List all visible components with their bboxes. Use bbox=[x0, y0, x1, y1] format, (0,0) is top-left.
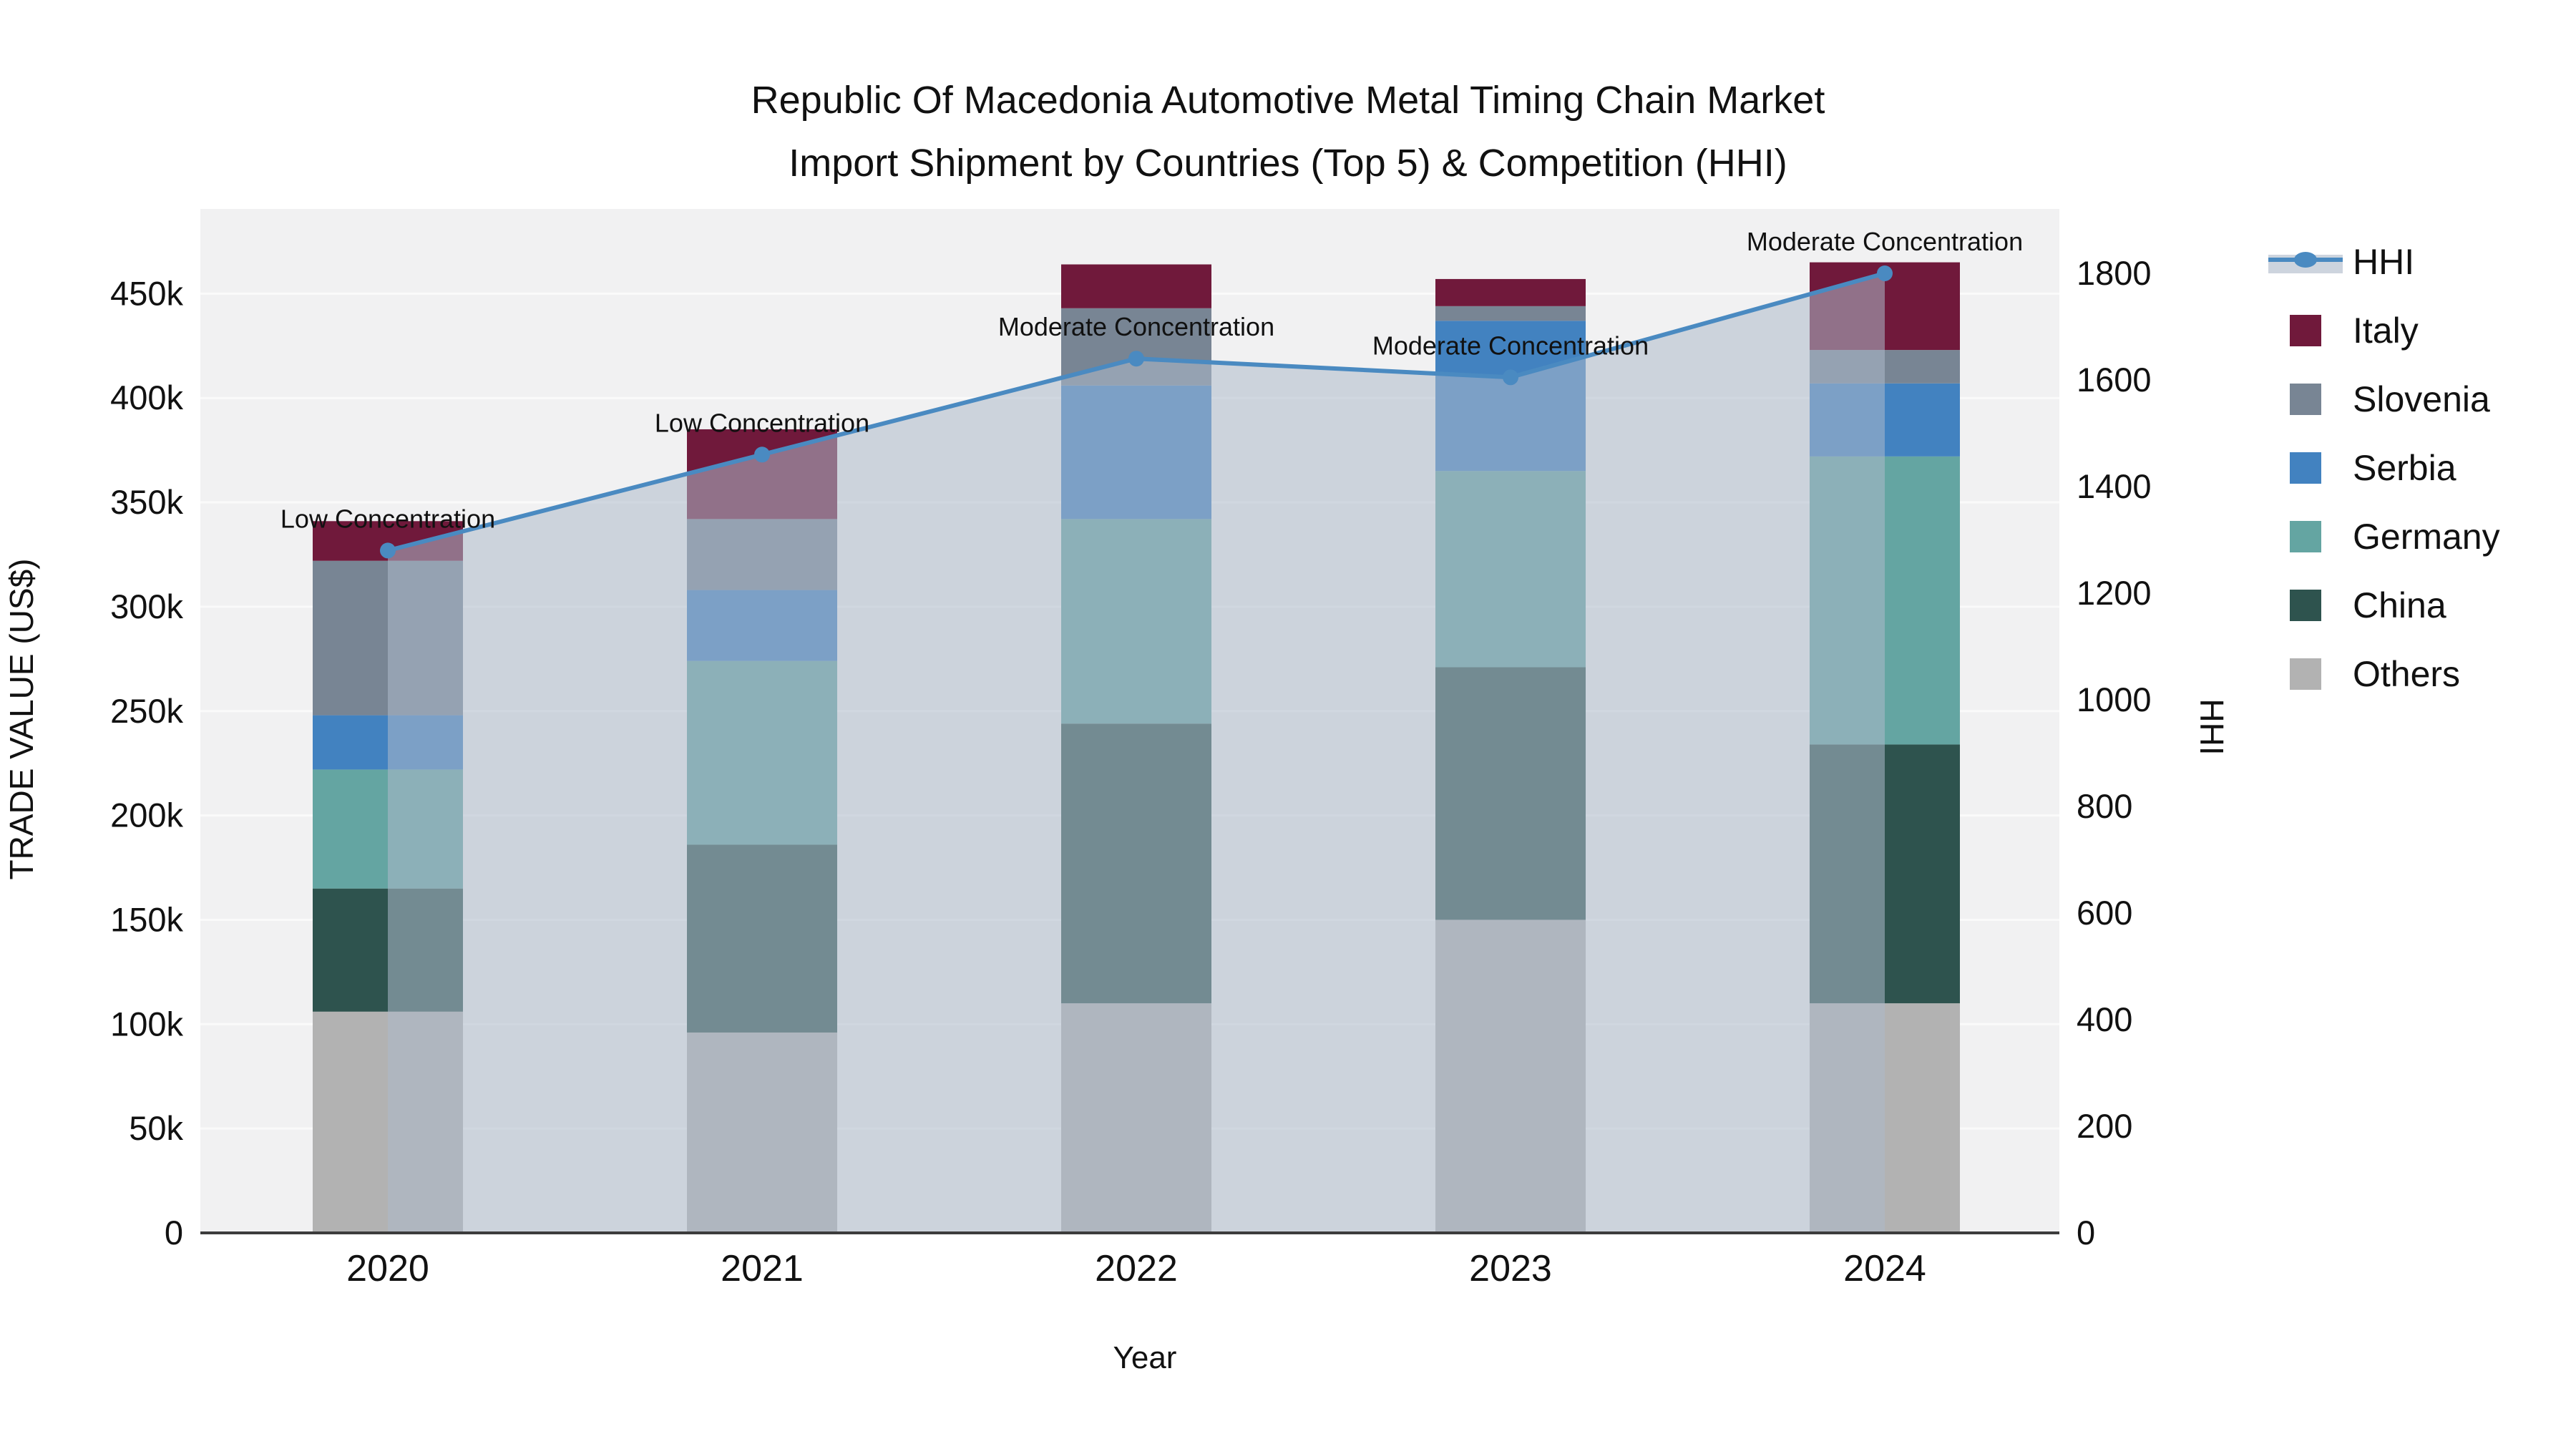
legend-label-italy: Italy bbox=[2353, 311, 2419, 351]
left-tick-label-450k: 450k bbox=[110, 274, 183, 312]
right-tick-label-1800: 1800 bbox=[2077, 254, 2152, 292]
left-tick-label-250k: 250k bbox=[110, 692, 183, 730]
x-tick-label-2023: 2023 bbox=[1469, 1248, 1552, 1289]
left-tick-label-150k: 150k bbox=[110, 900, 183, 938]
chart-title-line2: Import Shipment by Countries (Top 5) & C… bbox=[789, 142, 1787, 185]
x-tick-label-2024: 2024 bbox=[1843, 1248, 1926, 1289]
annotation-2024: Moderate Concentration bbox=[1747, 227, 2023, 256]
chart-title-line1: Republic Of Macedonia Automotive Metal T… bbox=[751, 79, 1825, 122]
hhi-marker-2023 bbox=[1503, 369, 1518, 386]
chart-title: Republic Of Macedonia Automotive Metal T… bbox=[0, 69, 2576, 195]
hhi-area-fill bbox=[388, 273, 1885, 1233]
x-tick-label-2021: 2021 bbox=[721, 1248, 804, 1289]
left-tick-label-350k: 350k bbox=[110, 483, 183, 521]
hhi-legend-glyph bbox=[2268, 246, 2343, 278]
annotation-2023: Moderate Concentration bbox=[1372, 331, 1649, 360]
right-tick-label-1000: 1000 bbox=[2077, 680, 2152, 718]
y-axis-title-right: HHI bbox=[2193, 698, 2230, 755]
legend-item-others[interactable]: Others bbox=[2268, 640, 2576, 708]
italy-color-swatch bbox=[2290, 315, 2321, 346]
x-tick-label-2020: 2020 bbox=[346, 1248, 429, 1289]
hhi-marker-2024 bbox=[1877, 265, 1893, 281]
right-tick-label-400: 400 bbox=[2077, 1000, 2132, 1038]
bar-segment-slovenia-2023 bbox=[1435, 306, 1586, 321]
right-tick-label-1200: 1200 bbox=[2077, 574, 2152, 612]
legend-label-slovenia: Slovenia bbox=[2353, 379, 2490, 419]
x-axis-title: Year bbox=[1113, 1340, 1177, 1375]
right-tick-label-200: 200 bbox=[2077, 1107, 2132, 1145]
left-tick-label-0: 0 bbox=[165, 1214, 183, 1252]
others-color-swatch bbox=[2290, 658, 2321, 690]
legend-label-serbia: Serbia bbox=[2353, 448, 2457, 488]
hhi-marker-2020 bbox=[380, 542, 396, 559]
bar-segment-italy-2022 bbox=[1061, 264, 1211, 308]
legend-item-china[interactable]: China bbox=[2268, 571, 2576, 640]
legend-label-others: Others bbox=[2353, 654, 2461, 694]
legend-item-slovenia[interactable]: Slovenia bbox=[2268, 365, 2576, 434]
annotation-2020: Low Concentration bbox=[280, 504, 495, 533]
left-tick-label-200k: 200k bbox=[110, 796, 183, 834]
right-tick-label-0: 0 bbox=[2077, 1214, 2095, 1252]
bar-segment-italy-2023 bbox=[1435, 278, 1586, 306]
slovenia-color-swatch bbox=[2290, 384, 2321, 415]
annotation-2022: Moderate Concentration bbox=[998, 312, 1274, 341]
legend-item-serbia[interactable]: Serbia bbox=[2268, 434, 2576, 502]
legend-item-hhi[interactable]: HHI bbox=[2268, 228, 2576, 296]
legend-label-china: China bbox=[2353, 585, 2446, 625]
china-color-swatch bbox=[2290, 590, 2321, 621]
right-tick-label-600: 600 bbox=[2077, 894, 2132, 932]
hhi-marker-swatch bbox=[2294, 252, 2317, 268]
hhi-marker-2022 bbox=[1128, 351, 1144, 367]
y-axis-title-left: TRADE VALUE (US$) bbox=[3, 558, 40, 879]
legend-label-germany: Germany bbox=[2353, 517, 2500, 557]
left-tick-label-100k: 100k bbox=[110, 1005, 183, 1043]
serbia-color-swatch bbox=[2290, 452, 2321, 484]
left-tick-label-300k: 300k bbox=[110, 587, 183, 625]
annotation-2021: Low Concentration bbox=[655, 408, 869, 437]
left-tick-label-400k: 400k bbox=[110, 379, 183, 416]
right-tick-label-800: 800 bbox=[2077, 787, 2132, 825]
legend-label-hhi: HHI bbox=[2353, 242, 2415, 282]
left-tick-label-50k: 50k bbox=[129, 1109, 183, 1147]
legend: HHI Italy Slovenia Serbia Germany China … bbox=[2268, 228, 2576, 708]
right-tick-label-1600: 1600 bbox=[2077, 361, 2152, 399]
legend-item-italy[interactable]: Italy bbox=[2268, 296, 2576, 365]
germany-color-swatch bbox=[2290, 521, 2321, 552]
right-tick-label-1400: 1400 bbox=[2077, 467, 2152, 505]
legend-item-germany[interactable]: Germany bbox=[2268, 502, 2576, 571]
hhi-marker-2021 bbox=[754, 447, 770, 463]
x-tick-label-2022: 2022 bbox=[1095, 1248, 1178, 1289]
